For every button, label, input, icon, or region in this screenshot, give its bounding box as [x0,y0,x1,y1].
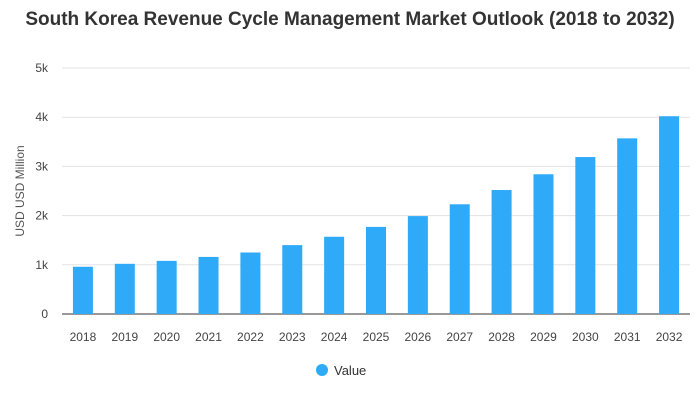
chart-title: South Korea Revenue Cycle Management Mar… [25,9,675,30]
y-axis-title: USD USD Million [13,145,27,236]
y-tick-label: 0 [41,307,48,321]
bar-2020 [156,260,177,314]
bar-2024 [324,236,345,314]
legend-marker[interactable] [316,364,328,376]
bar-2031 [617,138,638,314]
bar-2021 [198,256,219,314]
bar-2018 [72,266,93,314]
x-tick-label: 2022 [237,330,264,344]
bar-2027 [449,204,470,314]
y-tick-label: 4k [35,110,49,124]
x-tick-label: 2028 [488,330,515,344]
x-tick-label: 2025 [363,330,390,344]
bar-2019 [114,263,135,314]
bar-2030 [575,157,596,314]
bar-2026 [407,216,428,314]
bar-2032 [659,116,680,314]
x-tick-label: 2020 [153,330,180,344]
x-tick-label: 2019 [111,330,138,344]
x-tick-label: 2027 [446,330,473,344]
x-tick-label: 2021 [195,330,222,344]
bar-2022 [240,252,261,314]
y-tick-label: 5k [35,61,49,75]
x-tick-label: 2031 [614,330,641,344]
legend-label[interactable]: Value [334,363,366,378]
x-tick-label: 2024 [321,330,348,344]
x-tick-label: 2030 [572,330,599,344]
x-tick-label: 2018 [70,330,97,344]
x-tick-label: 2032 [656,330,683,344]
bar-2023 [282,245,303,314]
y-tick-label: 1k [35,258,49,272]
y-tick-label: 2k [35,209,49,223]
x-tick-label: 2023 [279,330,306,344]
x-tick-label: 2029 [530,330,557,344]
y-tick-label: 3k [35,159,49,173]
bar-2029 [533,174,554,314]
bar-2025 [366,226,386,314]
x-tick-label: 2026 [405,330,432,344]
bar-2028 [491,190,512,314]
